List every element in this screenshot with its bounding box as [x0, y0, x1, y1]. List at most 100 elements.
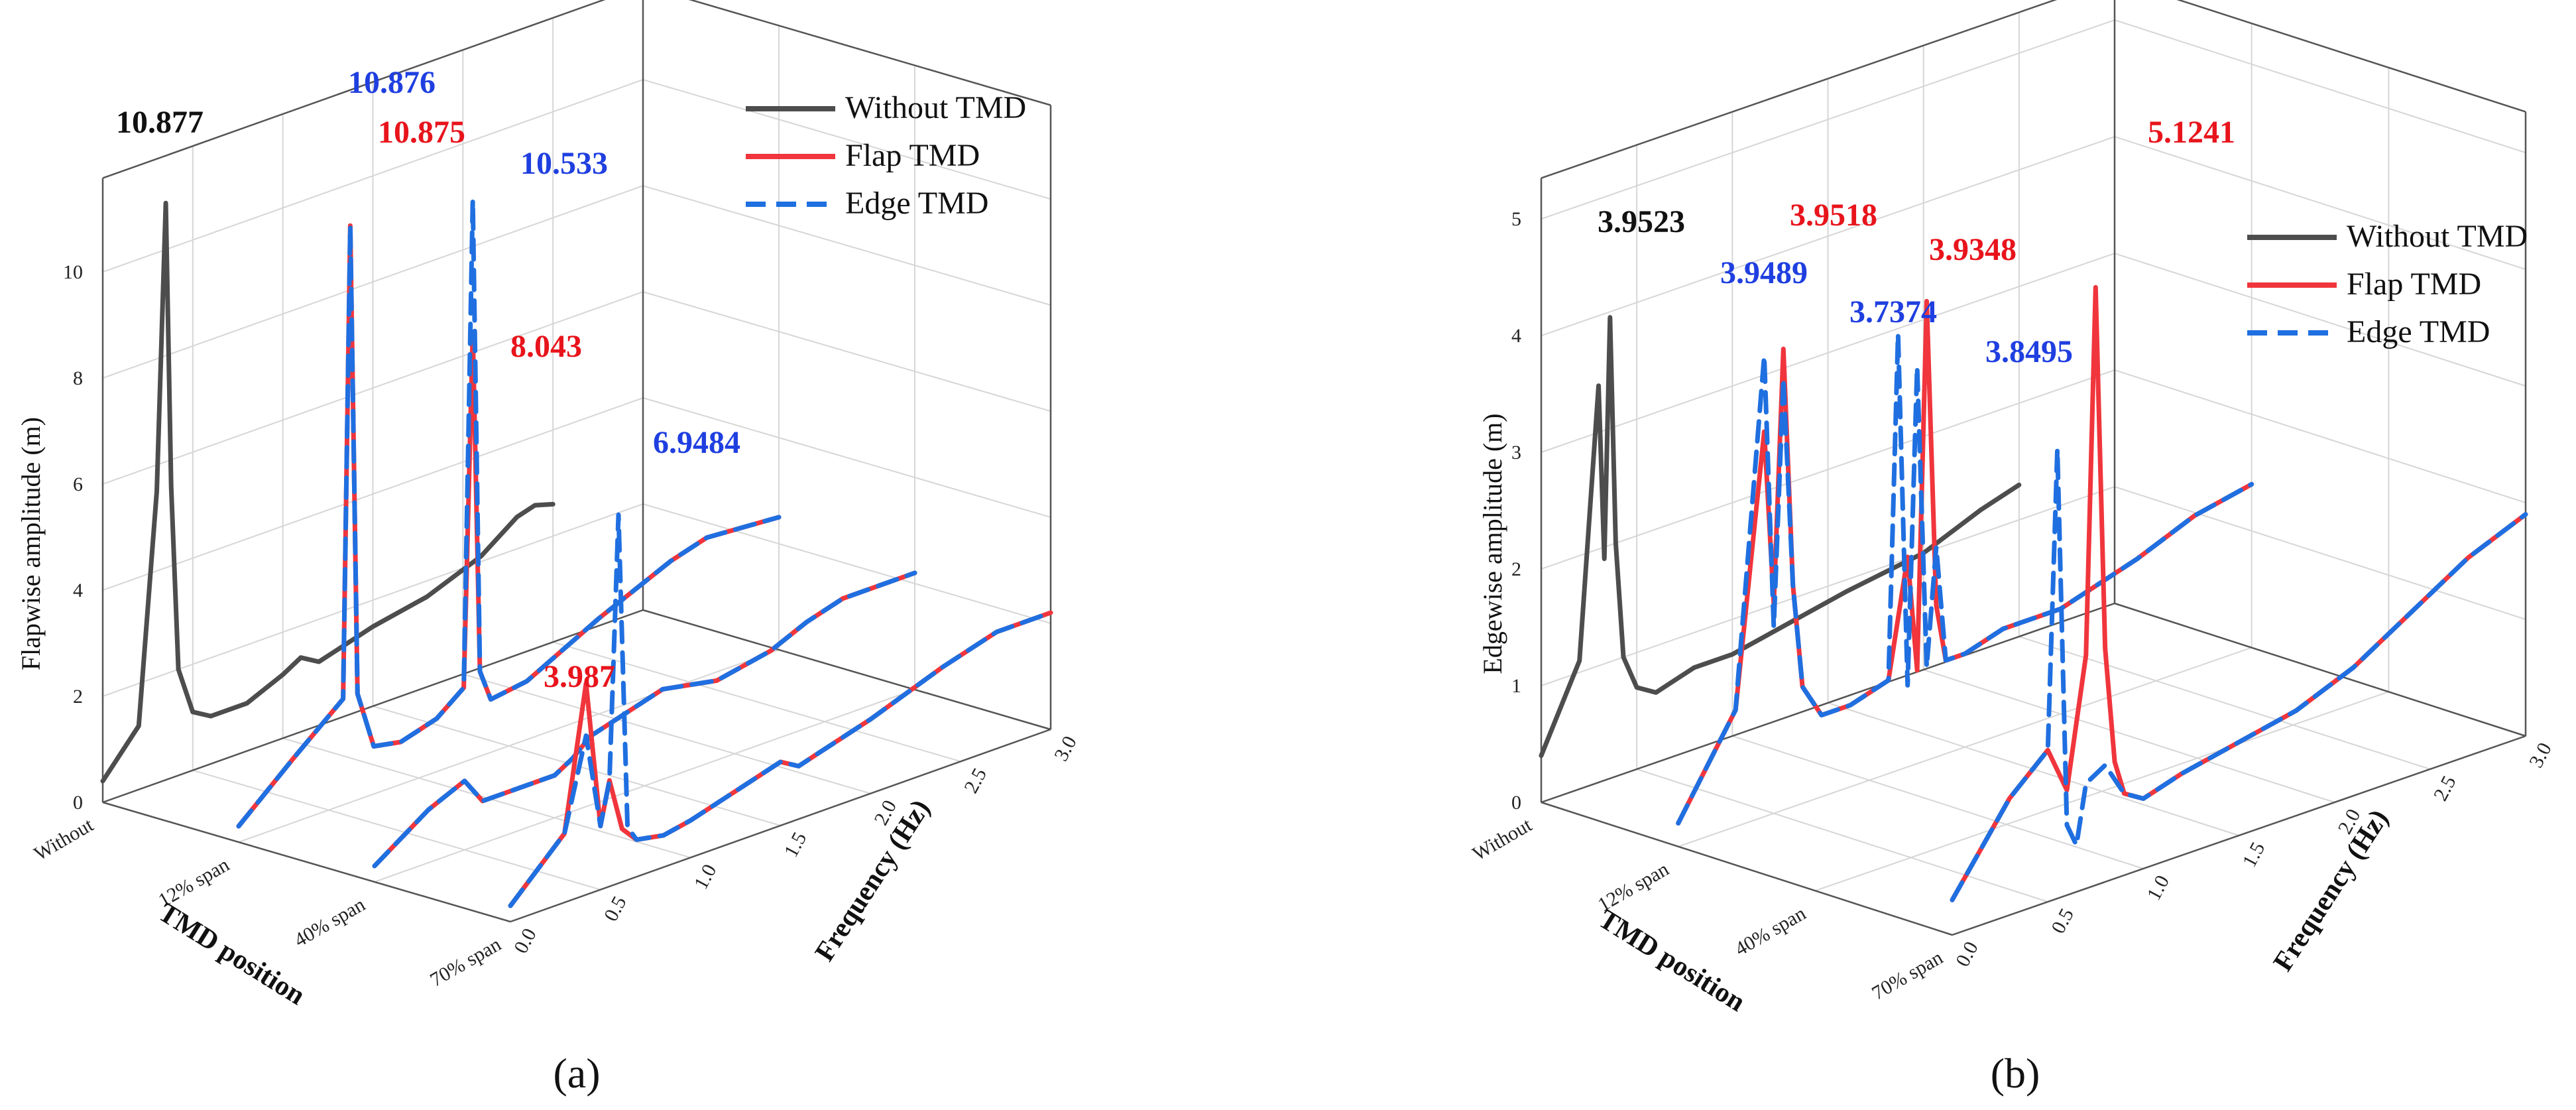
legend-label: Edge TMD [845, 186, 988, 221]
y-tick-label: 2 [1511, 558, 1521, 580]
position-tick-label: 40% span [290, 893, 369, 951]
x-tick-label: 0.5 [2047, 905, 2078, 938]
y-axis-label: Edgewise amplitude (m) [1478, 413, 1507, 674]
y-tick-label: 0 [1511, 792, 1521, 814]
gridline [1541, 602, 2526, 803]
gridline [374, 65, 915, 883]
series-line-edge-tmd-70-span [508, 512, 1053, 908]
series-group [1539, 284, 2528, 902]
annotations: 10.877 10.876 10.875 10.533 8.043 6.9484 3.987 [116, 65, 740, 694]
series-line-edge-tmd-12-span [1676, 332, 2254, 826]
y-tick-label: 6 [73, 473, 83, 495]
gridline [282, 113, 691, 859]
peak-annotation: 10.533 [520, 146, 608, 181]
axis-edge [642, 609, 1051, 731]
position-tick-label: Without [1469, 814, 1536, 865]
x-tick-label: 0.0 [1952, 938, 1983, 971]
peak-annotation: 3.9489 [1720, 255, 1808, 290]
axis-edge [688, 0, 1051, 106]
x-tick-label: 2.5 [2430, 772, 2461, 805]
legend: Without TMD Flap TMD Edge TMD [2247, 219, 2528, 349]
gridline [1541, 369, 2526, 570]
axis-edge [102, 801, 511, 923]
z-axis-label: TMD position [153, 897, 310, 1011]
position-tick-label: 40% span [1731, 902, 1810, 960]
gridline [1541, 19, 2526, 220]
x-tick-label: 1.5 [2239, 839, 2270, 871]
y-tick-label: 2 [73, 686, 83, 708]
axis-edge [1541, 602, 2115, 804]
series-line-flap-tmd-40-span [372, 570, 917, 869]
peak-annotation: 10.875 [378, 115, 465, 150]
peak-annotation: 3.9348 [1929, 232, 2017, 267]
gridline [102, 397, 1051, 591]
legend: Without TMD Flap TMD Edge TMD [746, 90, 1026, 221]
gridline [1541, 485, 2526, 686]
y-tick-label: 3 [1511, 442, 1521, 463]
y-tick-label: 10 [63, 261, 83, 283]
peak-annotation: 6.9484 [653, 425, 740, 460]
legend-label: Flap TMD [2347, 267, 2481, 302]
position-tick-label: 70% span [1868, 946, 1946, 1004]
y-tick-label: 8 [73, 367, 83, 389]
peak-annotation: 10.876 [348, 65, 436, 100]
peak-annotation: 10.877 [116, 105, 204, 140]
series-line-flap-tmd-70-span [1950, 284, 2528, 902]
x-tick-label: 0.0 [510, 925, 541, 957]
y-tick-label: 0 [73, 792, 83, 814]
gridline [510, 105, 1051, 922]
legend-label: Edge TMD [2347, 314, 2490, 349]
x-tick-label: 1.5 [780, 829, 811, 861]
peak-annotation: 3.9518 [1790, 198, 1877, 233]
gridline [1827, 78, 2239, 836]
series-line-edge-tmd-70-span [1950, 447, 2528, 902]
x-tick-label: 3.0 [1050, 733, 1081, 765]
x-axis-label: Frequency (Hz) [2268, 804, 2394, 977]
peak-annotation: 3.7374 [1849, 294, 1937, 330]
z-axis-label: TMD position [1593, 904, 1750, 1018]
axis-edge [102, 0, 606, 179]
y-axis-label: Flapwise amplitude (m) [16, 417, 46, 670]
legend-label: Flap TMD [845, 138, 980, 173]
series-line-without-tmd-without [100, 200, 556, 784]
x-tick-label: 0.5 [600, 893, 631, 925]
series-group [100, 198, 1053, 908]
panel-caption: (b) [1991, 1050, 2040, 1097]
panel-caption: (a) [553, 1050, 600, 1097]
gridline [192, 146, 601, 891]
x-tick-label: 2.5 [960, 765, 991, 797]
series-line-edge-tmd-40-span [372, 570, 917, 869]
axis-edge [1541, 0, 2058, 179]
legend-label: Without TMD [845, 90, 1026, 125]
legend-label: Without TMD [2347, 219, 2528, 254]
axis-edge [2176, 0, 2526, 113]
annotations: 3.9523 3.9518 3.9489 3.7374 3.9348 3.8495 5.12… [1598, 115, 2235, 369]
gridline [2114, 0, 2526, 737]
peak-annotation: 3.987 [544, 659, 615, 694]
peak-annotation: 3.9523 [1598, 204, 1685, 239]
position-tick-label: 12% span [1594, 858, 1672, 916]
peak-annotation: 3.8495 [1985, 334, 2073, 369]
x-tick-label: 1.0 [690, 861, 721, 893]
peak-annotation: 8.043 [510, 329, 582, 364]
axis-edge [1952, 735, 2526, 936]
x-tick-label: 3.0 [2525, 739, 2556, 772]
position-tick-label: 70% span [426, 933, 504, 991]
axis-edge [510, 728, 1051, 923]
y-tick-label: 4 [73, 580, 83, 601]
y-tick-label: 1 [1511, 675, 1521, 697]
axis-edge [102, 609, 644, 804]
peak-annotation: 5.1241 [2148, 115, 2235, 150]
gridline [1922, 45, 2335, 803]
y-tick-label: 4 [1511, 325, 1521, 347]
position-tick-label: Without [30, 814, 97, 865]
axis-edge [2114, 602, 2526, 737]
axis-edge [1541, 801, 1953, 936]
series-line-without-tmd-without [1539, 315, 2022, 759]
x-tick-label: 1.0 [2142, 872, 2174, 904]
gridline [102, 291, 1051, 485]
